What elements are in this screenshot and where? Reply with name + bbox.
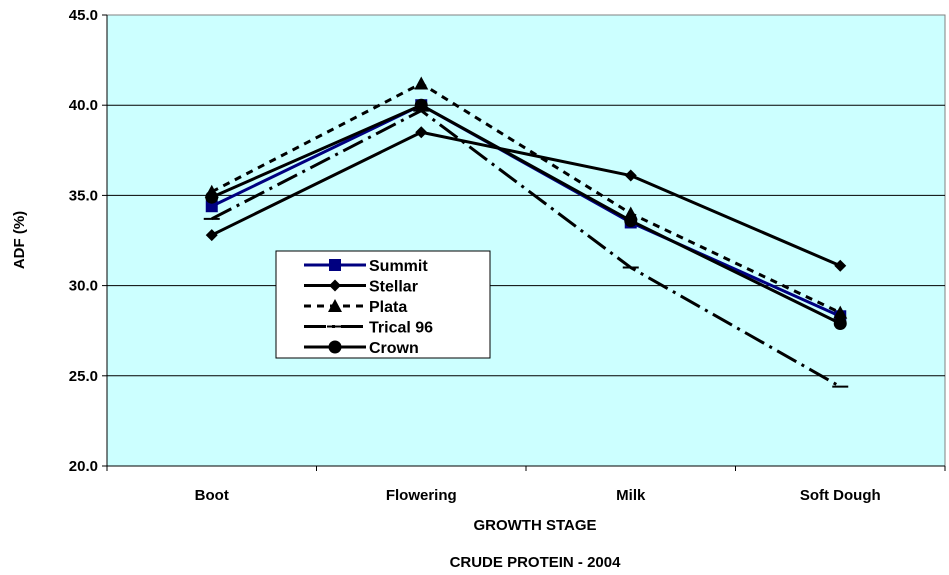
series-line: [211, 103, 841, 325]
marker-diamond: [415, 126, 428, 139]
y-tick-label: 30.0: [69, 278, 98, 295]
series-crown: [205, 98, 847, 330]
y-tick-label: 20.0: [69, 458, 98, 475]
legend-label: Plata: [369, 299, 407, 316]
gridlines: [107, 104, 945, 377]
x-tick-label: Milk: [616, 487, 646, 504]
series-line: [211, 82, 841, 315]
marker-square: [205, 200, 218, 213]
series-stellar: [205, 126, 847, 272]
marker-triangle: [328, 299, 342, 312]
marker-circle: [328, 340, 342, 354]
y-axis-ticks: 20.0 25.0 30.0 35.0 40.0 45.0: [69, 7, 108, 475]
series-line: [211, 130, 841, 268]
marker-diamond: [205, 229, 218, 242]
marker-circle: [833, 316, 847, 330]
series-group: [203, 76, 849, 388]
marker-circle: [414, 98, 428, 112]
marker-square: [329, 259, 341, 271]
legend-label: Summit: [369, 258, 428, 275]
y-tick-label: 40.0: [69, 97, 98, 114]
x-tick-label: Flowering: [386, 487, 457, 504]
plot-area: [106, 14, 946, 467]
marker-diamond: [329, 279, 341, 292]
legend-label: Stellar: [369, 279, 418, 296]
series-line: [211, 109, 841, 388]
y-tick-label: 35.0: [69, 187, 98, 204]
legend-box: [275, 250, 491, 359]
x-axis-title: GROWTH STAGE: [473, 517, 596, 534]
series-trical-96: [203, 109, 849, 388]
marker-diamond: [624, 169, 637, 182]
legend-label: Crown: [369, 340, 419, 357]
y-tick-label: 25.0: [69, 368, 98, 385]
marker-circle: [205, 190, 219, 204]
marker-circle: [624, 214, 638, 228]
marker-triangle: [414, 76, 429, 90]
legend: Summit Stellar Plata Trical 96 Crown: [275, 250, 491, 359]
legend-label: Trical 96: [369, 320, 433, 337]
marker-triangle: [833, 305, 848, 319]
x-axis-ticks: Boot Flowering Milk Soft Dough: [106, 465, 946, 504]
marker-diamond: [834, 259, 847, 272]
chart-title: CRUDE PROTEIN - 2004: [450, 554, 622, 571]
x-tick-label: Soft Dough: [800, 487, 881, 504]
y-axis-title: ADF (%): [11, 211, 28, 269]
y-tick-label: 45.0: [69, 7, 98, 24]
x-tick-label: Boot: [195, 487, 229, 504]
